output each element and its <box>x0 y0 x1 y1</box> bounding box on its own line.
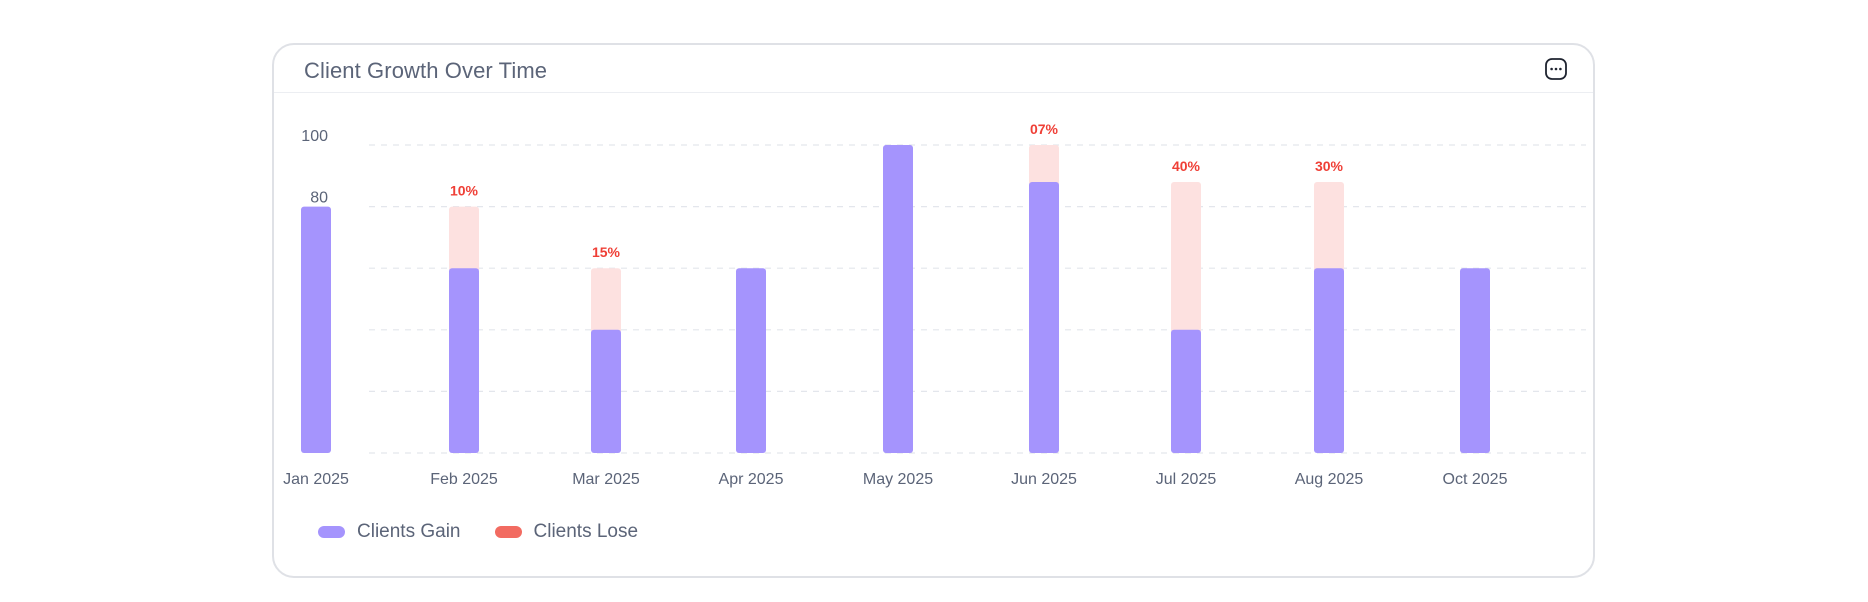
bar-clients-lose[interactable] <box>449 206 479 273</box>
bar-clients-gain[interactable] <box>883 145 913 453</box>
chart-card: Client Growth Over Time 020406080100 10%… <box>272 43 1595 578</box>
bar-clients-lose[interactable] <box>591 268 621 334</box>
bar-clients-gain[interactable] <box>736 268 766 453</box>
bar-clients-lose[interactable] <box>1314 181 1344 273</box>
bar-clients-lose[interactable] <box>1171 181 1201 334</box>
bar-clients-gain[interactable] <box>591 329 621 453</box>
x-tick-label: Jan 2025 <box>283 471 349 488</box>
bar-percent-label: 07% <box>1030 121 1059 137</box>
legend-label-lose: Clients Lose <box>533 521 639 542</box>
chart-legend: Clients Gain Clients Lose <box>318 521 638 543</box>
x-tick-label: May 2025 <box>863 471 933 488</box>
x-tick-label: Mar 2025 <box>572 471 640 488</box>
more-horizontal-icon <box>1545 58 1567 80</box>
legend-label-gain: Clients Gain <box>357 521 461 542</box>
x-tick-label: Feb 2025 <box>430 471 498 488</box>
x-tick-label: Aug 2025 <box>1295 471 1364 488</box>
bar-clients-lose[interactable] <box>1029 145 1059 186</box>
y-tick-label: 80 <box>310 190 328 207</box>
bar-chart: 020406080100 10%15%07%40%30% Jan 2025Feb… <box>283 121 1586 488</box>
bar-clients-gain[interactable] <box>1171 329 1201 453</box>
bar-percent-label: 30% <box>1315 158 1344 174</box>
bar-annotations: 10% 15% 07% 40% 30% <box>450 121 1344 260</box>
bar-percent-label: 10% <box>450 183 479 199</box>
bar-percent-label: 15% <box>592 244 621 260</box>
card-header: Client Growth Over Time <box>274 45 1593 93</box>
x-tick-label: Jun 2025 <box>1011 471 1077 488</box>
bar-clients-gain[interactable] <box>301 206 331 453</box>
legend-item-clients-gain[interactable]: Clients Gain <box>318 521 461 543</box>
bar-percent-label: 40% <box>1172 158 1201 174</box>
bars <box>301 145 1490 453</box>
x-tick-label: Apr 2025 <box>719 471 784 488</box>
bar-clients-gain[interactable] <box>1460 268 1490 453</box>
more-options-button[interactable] <box>1545 58 1567 80</box>
x-tick-label: Jul 2025 <box>1156 471 1217 488</box>
legend-swatch-lose <box>494 526 522 538</box>
legend-item-clients-lose[interactable]: Clients Lose <box>494 521 639 543</box>
x-axis: Jan 2025 Feb 2025 Mar 2025 Apr 2025 May 2025… <box>283 471 1507 488</box>
bar-clients-gain[interactable] <box>1029 181 1059 453</box>
bar-clients-gain[interactable] <box>1314 268 1344 453</box>
x-tick-label: Oct 2025 <box>1443 471 1508 488</box>
chart-title: Client Growth Over Time <box>304 58 548 83</box>
bar-clients-gain[interactable] <box>449 268 479 453</box>
grid-lines <box>369 144 1586 454</box>
legend-swatch-gain <box>318 526 345 538</box>
y-tick-label: 100 <box>301 128 328 145</box>
